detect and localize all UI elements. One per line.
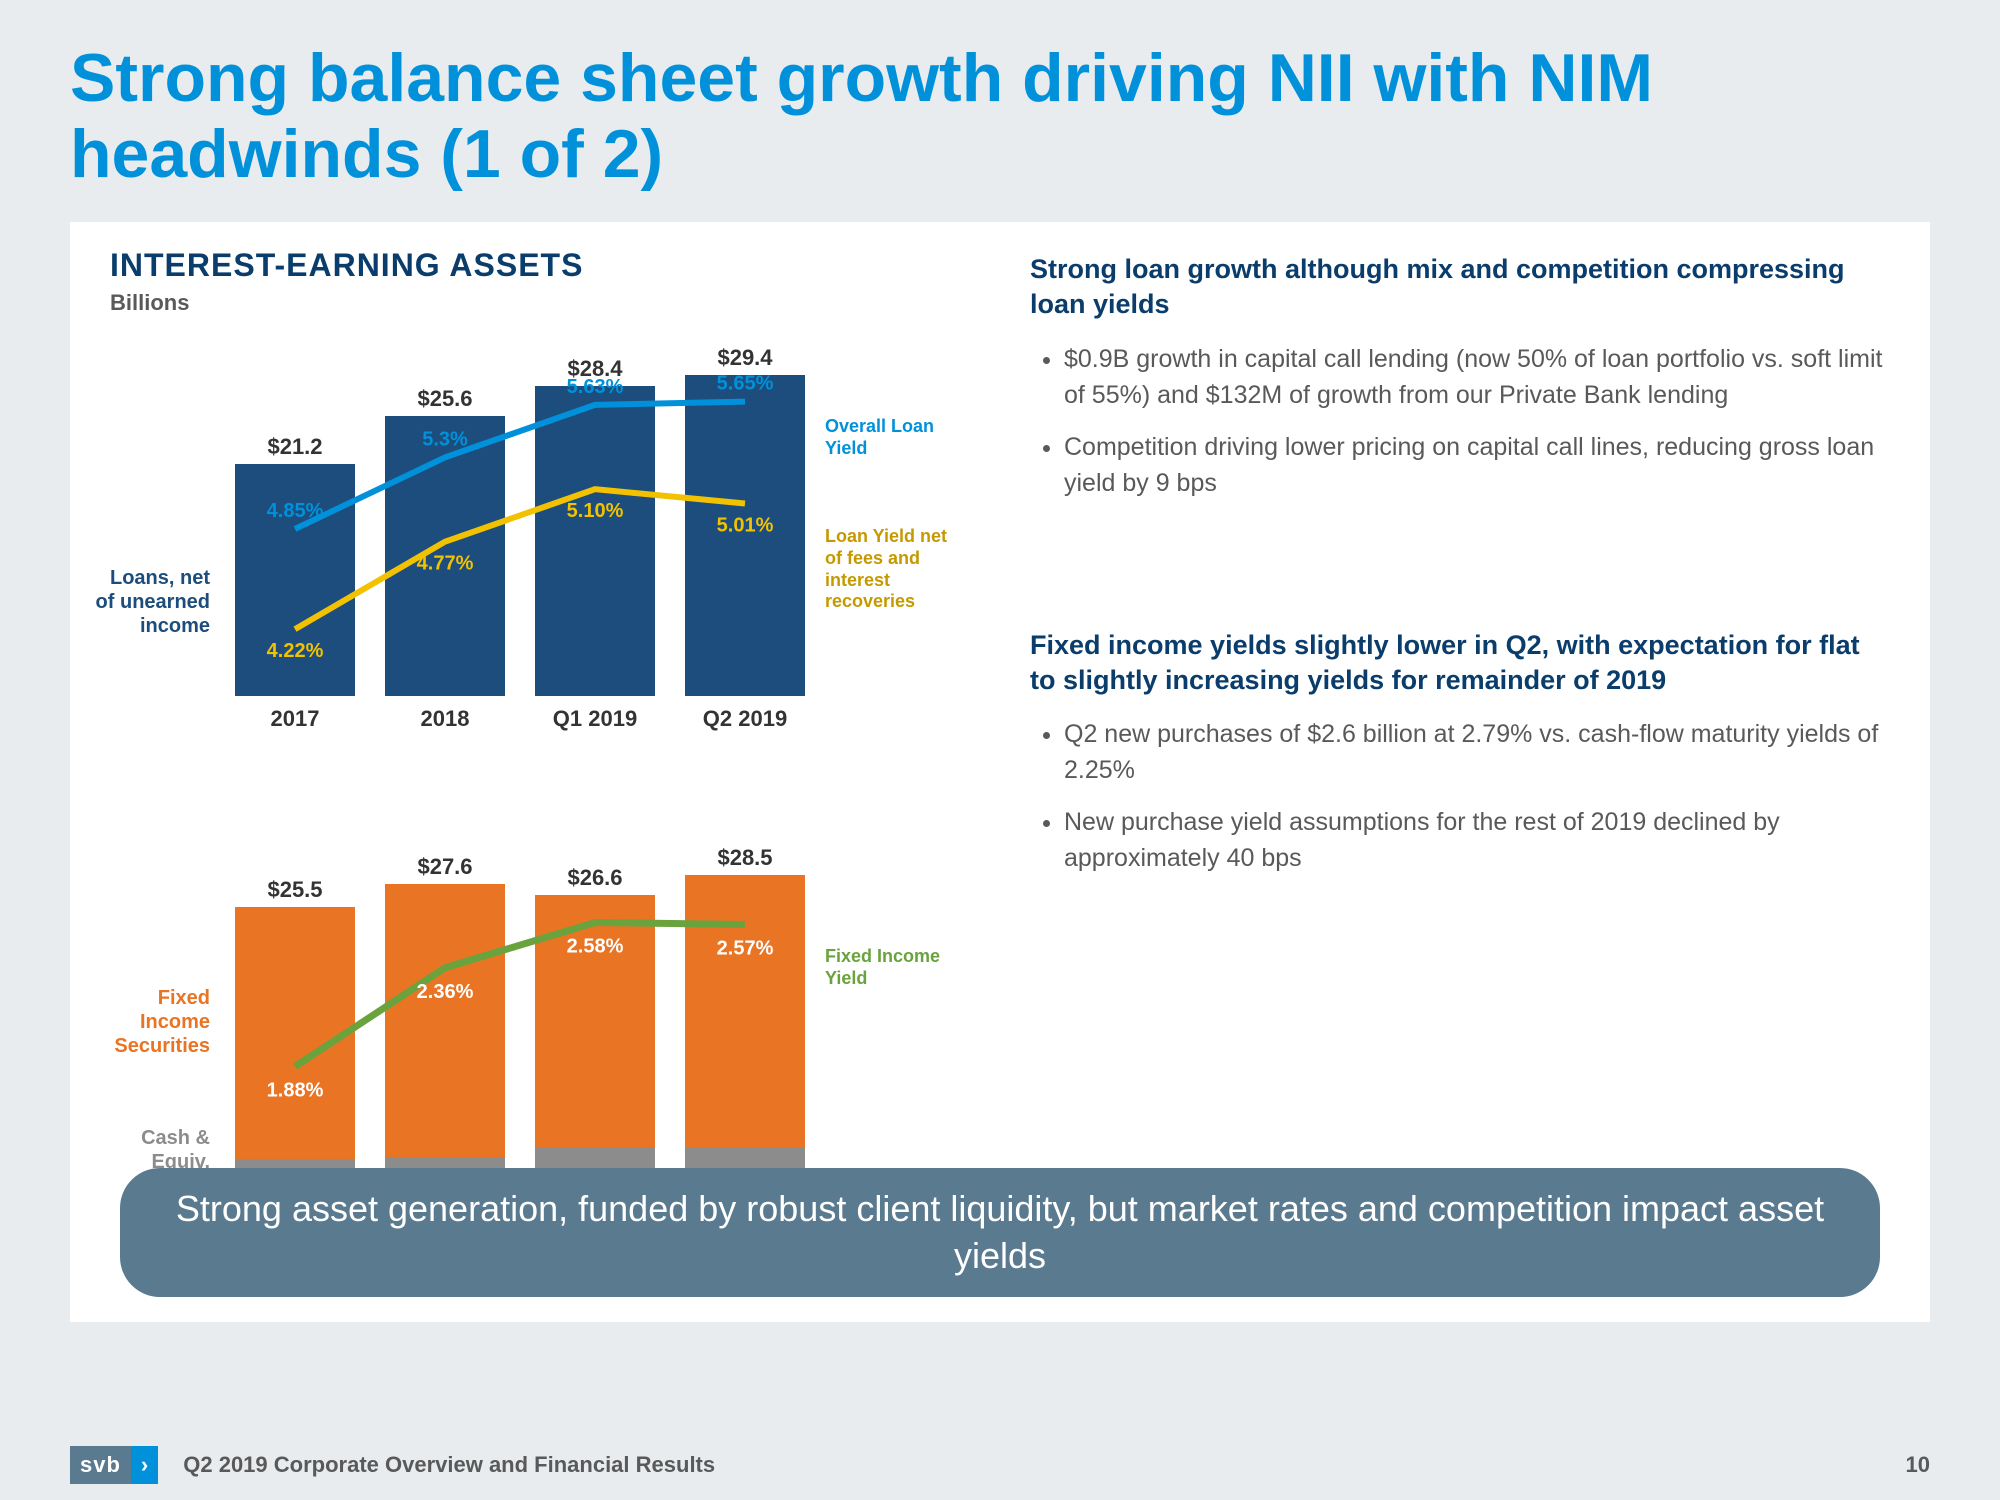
- x-axis-label: 2018: [385, 706, 505, 746]
- unit-label: Billions: [110, 290, 990, 316]
- bar-column: $27.6: [385, 884, 505, 1186]
- bullet-item: New purchase yield assumptions for the r…: [1064, 804, 1890, 877]
- section-title: INTEREST-EARNING ASSETS: [110, 247, 990, 284]
- bar-value-label: $27.6: [385, 854, 505, 880]
- bullet-item: Competition driving lower pricing on cap…: [1064, 429, 1890, 502]
- x-axis-label: 2017: [235, 706, 355, 746]
- right-bullets-1: $0.9B growth in capital call lending (no…: [1030, 341, 1890, 502]
- bullet-item: $0.9B growth in capital call lending (no…: [1064, 341, 1890, 414]
- bar-value-label: $26.6: [535, 865, 655, 891]
- chart1-yaxis-label: Loans, net of unearned income: [90, 566, 210, 638]
- x-axis-label: Q2 2019: [685, 706, 805, 746]
- bar-column: $28.4: [535, 386, 655, 697]
- right-heading-2: Fixed income yields slightly lower in Q2…: [1030, 628, 1890, 698]
- chart2-label-fixed: Fixed Income Securities: [90, 986, 210, 1058]
- x-axis-label: Q1 2019: [535, 706, 655, 746]
- page-number: 10: [1906, 1452, 1930, 1478]
- bar-value-label: $28.5: [685, 845, 805, 871]
- bar-column: $29.4: [685, 375, 805, 697]
- bar-value-label: $25.6: [385, 386, 505, 412]
- bar-column: $28.5: [685, 875, 805, 1187]
- bar-column: $25.6: [385, 416, 505, 696]
- footer-text: Q2 2019 Corporate Overview and Financial…: [183, 1452, 715, 1478]
- right-heading-1: Strong loan growth although mix and comp…: [1030, 252, 1890, 322]
- bar-column: $26.6: [535, 895, 655, 1186]
- bar-value-label: $25.5: [235, 877, 355, 903]
- legend-fixed-yield: Fixed Income Yield: [825, 946, 960, 989]
- bullet-item: Q2 new purchases of $2.6 billion at 2.79…: [1064, 716, 1890, 789]
- bar-column: $21.2: [235, 464, 355, 696]
- legend-net-yield: Loan Yield net of fees and interest reco…: [825, 526, 960, 612]
- bar-column: $25.5: [235, 907, 355, 1186]
- summary-banner: Strong asset generation, funded by robus…: [120, 1168, 1880, 1298]
- svb-logo: svb ›: [70, 1446, 158, 1484]
- bar-value-label: $21.2: [235, 434, 355, 460]
- logo-chevron-icon: ›: [131, 1446, 158, 1484]
- slide-footer: svb › Q2 2019 Corporate Overview and Fin…: [0, 1430, 2000, 1500]
- bar-value-label: $29.4: [685, 345, 805, 371]
- legend-overall-yield: Overall Loan Yield: [825, 416, 960, 459]
- loans-chart: Loans, net of unearned income $21.2$25.6…: [220, 346, 960, 746]
- logo-text: svb: [70, 1446, 131, 1484]
- content-card: INTEREST-EARNING ASSETS Billions Loans, …: [70, 222, 1930, 1322]
- right-bullets-2: Q2 new purchases of $2.6 billion at 2.79…: [1030, 716, 1890, 877]
- slide-title: Strong balance sheet growth driving NII …: [70, 40, 1930, 192]
- bar-value-label: $28.4: [535, 356, 655, 382]
